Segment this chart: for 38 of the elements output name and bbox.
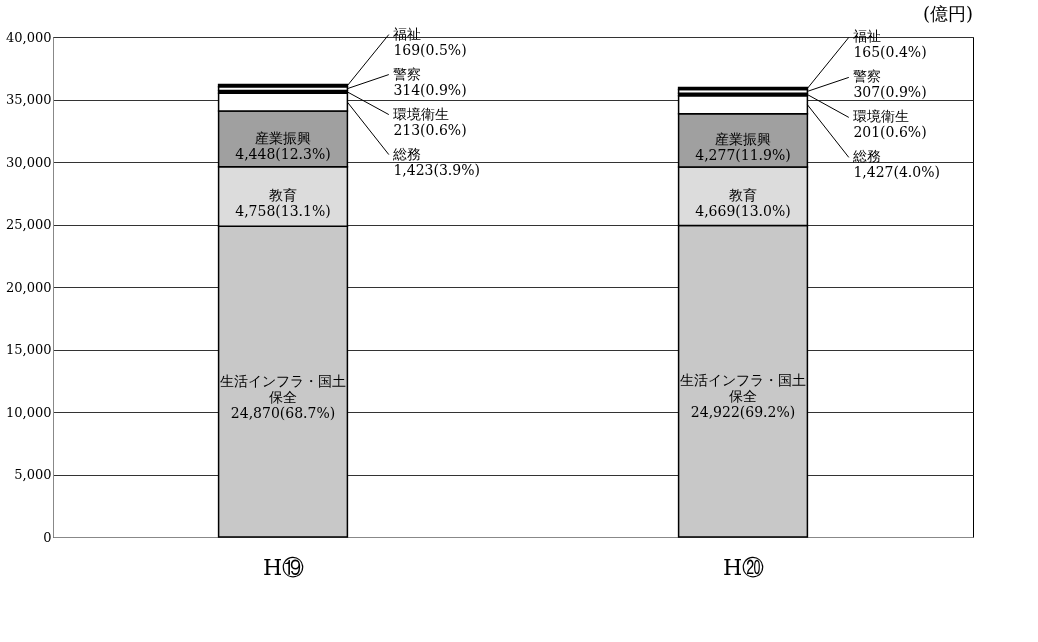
data-label: 4,277(11.9%) [695,147,791,164]
data-label: 1,423(3.9%) [393,161,480,178]
y-tick-label: 25,000 [6,217,52,232]
series-label: 産業振興 [715,131,771,148]
y-tick-label: 35,000 [6,92,52,107]
text: 生活インフラ・国土保全 [680,372,806,405]
text: 環境衛生 [853,108,910,125]
text: 総務 [392,145,422,162]
data-label: 213(0.6%) [393,121,467,138]
x-tick-label: H⑲ [262,554,305,580]
x-tick-label: H⑳ [722,554,765,580]
data-label: 4,448(12.3%) [235,145,331,162]
y-tick-label: 0 [43,529,52,545]
y-tick-label: 40,000 [6,29,52,45]
text: 総務 [853,148,882,165]
text: 警察 [393,65,422,82]
data-label: 24,870(68.7%) [230,404,336,421]
data-label: 314(0.9%) [393,81,467,98]
text: 環境衛生 [393,105,450,122]
text: 教育 [269,187,297,204]
data-label: 4,758(13.1%) [235,203,331,220]
y-tick-label: 30,000 [6,154,52,170]
data-label: 165(0.4%) [853,44,927,61]
data-label: 169(0.5%) [393,41,467,58]
text: 警察 [853,68,882,85]
data-label: 307(0.9%) [853,84,927,101]
data-label: 201(0.6%) [853,124,927,141]
text: (億円) [922,2,973,24]
series-label: 教育 [729,187,757,204]
y-tick-label: 5,000 [14,467,52,482]
y-tick-label: 15,000 [6,342,52,357]
data-label: 4,669(13.0%) [695,203,791,220]
series-label: 生活インフラ・国土保全 [220,372,346,405]
y-tick-label: 20,000 [6,279,52,295]
text: 産業振興 [255,129,311,146]
data-label: 1,427(4.0%) [853,164,940,181]
data-label: 24,922(69.2%) [690,404,796,421]
y-tick-label: 10,000 [6,404,52,420]
